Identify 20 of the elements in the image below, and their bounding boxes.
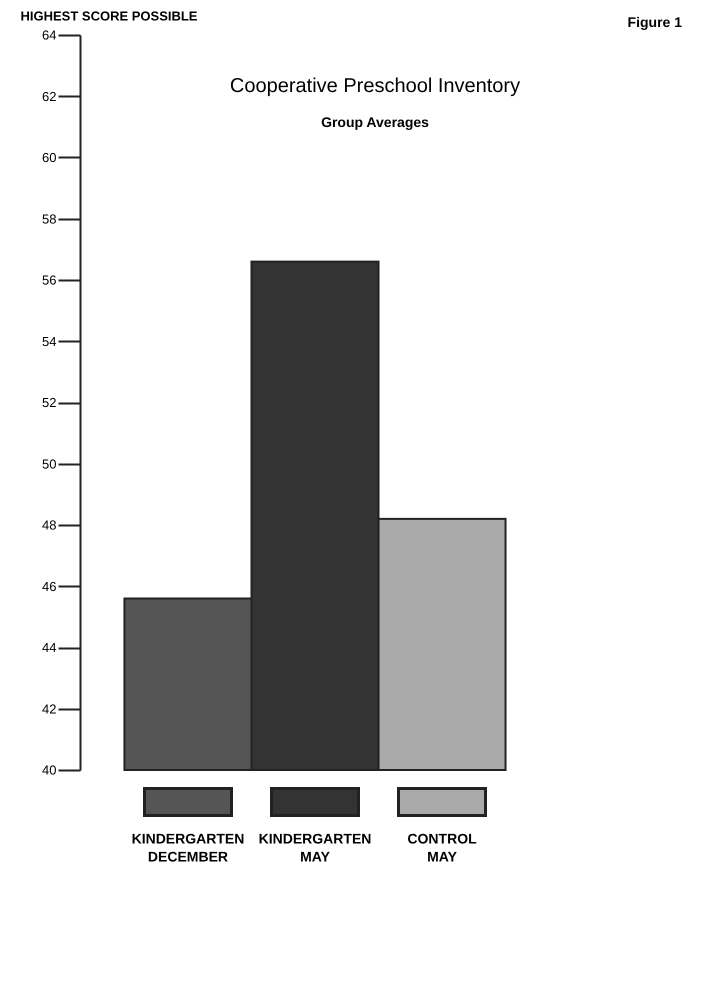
y-tick-label: 46 <box>42 578 56 594</box>
y-tick-label: 40 <box>42 762 56 778</box>
y-tick-label: 62 <box>42 88 56 104</box>
x-tick-label: KINDERGARTEN DECEMBER <box>132 830 244 864</box>
y-tick-label: 60 <box>42 150 56 165</box>
y-axis-title: HIGHEST SCORE POSSIBLE <box>20 8 198 24</box>
y-tick-label: 64 <box>42 28 56 42</box>
x-tick-label: KINDERGARTEN MAY <box>258 830 372 864</box>
caption: Figure 1 <box>628 14 682 30</box>
text: Group Averages <box>321 114 430 130</box>
x-tick-label: CONTROL MAY <box>407 830 478 864</box>
y-tick-label: 52 <box>42 395 56 410</box>
y-tick-label: 56 <box>42 272 56 288</box>
y-tick-label: 54 <box>42 334 56 349</box>
y-tick-label: 58 <box>42 211 56 226</box>
y-tick-label: 48 <box>42 518 56 532</box>
y-tick-label: 42 <box>42 701 56 716</box>
text: Cooperative Preschool Inventory <box>230 75 520 97</box>
y-tick-label: 50 <box>42 456 56 472</box>
y-tick-label: 44 <box>42 640 56 655</box>
